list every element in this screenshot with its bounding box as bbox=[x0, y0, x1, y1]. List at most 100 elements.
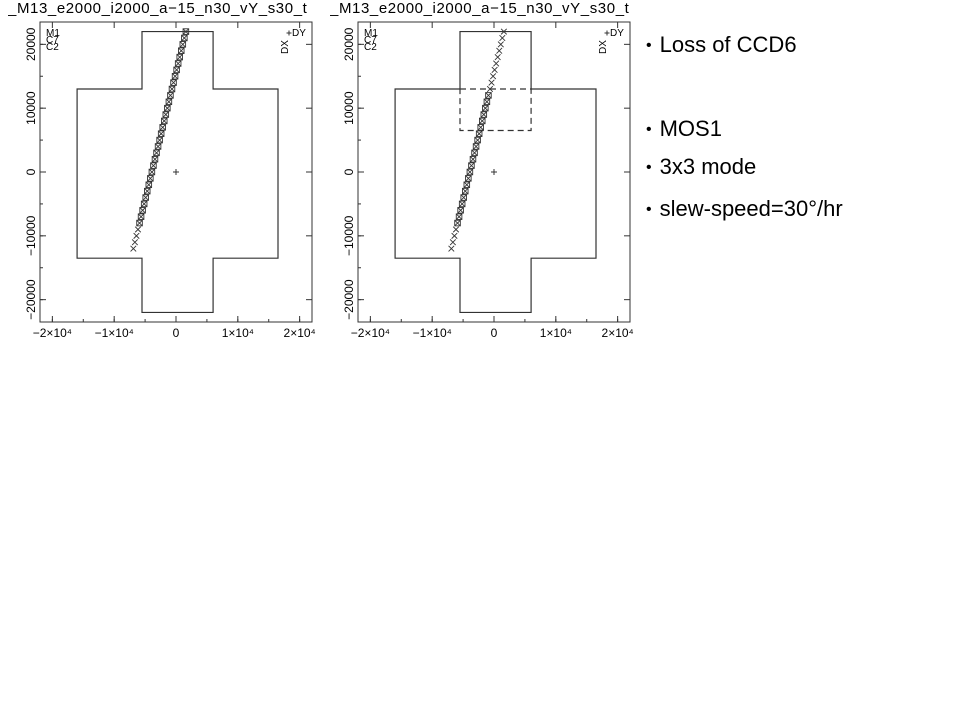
data-point-x bbox=[133, 232, 140, 239]
data-point-x bbox=[455, 213, 463, 220]
data-point-boxed-x bbox=[472, 143, 480, 150]
bullet-3x3-mode: • 3x3 mode bbox=[646, 152, 756, 183]
data-point-x bbox=[142, 194, 149, 201]
data-point-boxed-x bbox=[182, 28, 190, 35]
data-point-x bbox=[153, 149, 160, 156]
data-point-x bbox=[134, 226, 142, 233]
y-tick-label: −10000 bbox=[24, 215, 38, 256]
data-point-boxed-x bbox=[171, 73, 179, 80]
data-point-boxed-x bbox=[466, 168, 474, 176]
corner-label-c7: C7 bbox=[46, 35, 59, 46]
data-point-x bbox=[497, 41, 504, 48]
bullet-loss-of-ccd6: • Loss of CCD6 bbox=[646, 30, 797, 61]
data-point-boxed-x bbox=[475, 130, 483, 137]
data-point-boxed-x bbox=[137, 213, 145, 220]
data-point-x bbox=[139, 207, 146, 214]
data-point-boxed-x bbox=[145, 181, 153, 189]
data-point-x bbox=[181, 34, 188, 42]
data-point-x bbox=[494, 53, 501, 61]
corner-label-dy: DY bbox=[610, 28, 624, 39]
data-point-x bbox=[479, 117, 486, 125]
data-point-x bbox=[491, 66, 498, 73]
data-point-x bbox=[448, 245, 455, 252]
data-point-x bbox=[173, 66, 180, 73]
data-point-x bbox=[489, 73, 497, 80]
data-point-boxed-x bbox=[151, 155, 159, 163]
data-point-boxed-x bbox=[154, 143, 162, 150]
data-point-x bbox=[150, 162, 157, 169]
data-point-x bbox=[452, 226, 460, 233]
data-point-boxed-x bbox=[144, 187, 151, 195]
data-point-boxed-x bbox=[460, 194, 467, 201]
data-point-x bbox=[179, 41, 186, 48]
detector-outline bbox=[76, 30, 279, 314]
data-point-boxed-x bbox=[173, 66, 180, 74]
data-point-x bbox=[451, 232, 458, 239]
data-point-x bbox=[480, 111, 487, 118]
data-point-x bbox=[168, 85, 176, 93]
data-point-x bbox=[500, 28, 508, 35]
data-point-x bbox=[493, 60, 500, 67]
bullet-dot: • bbox=[646, 37, 652, 54]
x-tick-label: 1×10⁴ bbox=[222, 326, 254, 340]
data-point-x bbox=[156, 136, 163, 144]
data-point-boxed-x bbox=[455, 213, 463, 220]
data-point-x bbox=[483, 98, 491, 105]
bullet-text: 3x3 mode bbox=[659, 154, 757, 179]
data-point-x bbox=[165, 98, 173, 105]
data-point-boxed-x bbox=[165, 98, 173, 106]
data-point-boxed-x bbox=[463, 181, 471, 189]
data-point-boxed-x bbox=[179, 41, 187, 48]
data-point-x bbox=[457, 207, 464, 214]
bullet-text: MOS1 bbox=[659, 116, 722, 141]
data-point-boxed-x bbox=[147, 175, 154, 182]
data-point-boxed-x bbox=[181, 34, 188, 42]
data-point-x bbox=[151, 156, 159, 163]
dead-ccd6-outline bbox=[459, 88, 532, 132]
data-point-x bbox=[486, 85, 494, 93]
x-tick-label: 2×10⁴ bbox=[284, 326, 316, 340]
corner-label-c2: C2 bbox=[364, 42, 377, 53]
data-point-boxed-x bbox=[479, 117, 486, 125]
data-point-x bbox=[144, 188, 151, 195]
y-tick-label: 20000 bbox=[24, 27, 38, 61]
data-point-boxed-x bbox=[477, 124, 484, 131]
data-point-boxed-x bbox=[157, 130, 165, 137]
chart-left: −2×10⁴ −1×10⁴ 0 1×10⁴ 2×10⁴ −20000 −10000 0 1000… bbox=[24, 21, 316, 340]
y-tick-label: 20000 bbox=[342, 27, 356, 61]
data-point-x bbox=[158, 130, 165, 137]
data-point-x bbox=[485, 92, 492, 99]
data-point-x bbox=[176, 53, 183, 61]
chart-title-left: _M13_e2000_i2000_a−15_n30_vY_s30_t bbox=[8, 0, 308, 17]
data-point-x bbox=[137, 213, 145, 220]
data-point-x bbox=[182, 28, 190, 35]
data-point-boxed-x bbox=[471, 149, 478, 157]
data-point-boxed-x bbox=[159, 124, 166, 131]
data-point-boxed-x bbox=[150, 162, 157, 169]
data-point-x bbox=[178, 47, 185, 54]
y-tick-label: 10000 bbox=[24, 91, 38, 125]
data-point-x bbox=[171, 73, 179, 80]
data-point-x bbox=[170, 79, 177, 86]
data-point-boxed-x bbox=[469, 155, 477, 163]
data-point-x bbox=[496, 47, 503, 54]
data-point-boxed-x bbox=[474, 136, 481, 144]
bullet-text: Loss of CCD6 bbox=[659, 32, 797, 57]
x-tick-label: 0 bbox=[491, 326, 498, 340]
bullet-dot: • bbox=[646, 121, 652, 138]
data-point-x bbox=[147, 175, 154, 182]
data-point-x bbox=[162, 111, 169, 118]
data-point-x bbox=[471, 149, 478, 156]
data-point-x bbox=[136, 219, 143, 227]
data-point-x bbox=[465, 175, 472, 182]
data-point-boxed-x bbox=[176, 53, 183, 61]
data-point-x bbox=[488, 79, 495, 86]
data-point-x bbox=[460, 194, 467, 201]
data-point-x bbox=[463, 181, 470, 188]
x-tick-label: −2×10⁴ bbox=[33, 326, 72, 340]
data-point-boxed-x bbox=[457, 207, 464, 214]
data-point-boxed-x bbox=[178, 47, 185, 54]
corner-label-dy: DY bbox=[292, 28, 306, 39]
bullet-slew-speed: • slew-speed=30°/hr bbox=[646, 194, 843, 225]
data-point-boxed-x bbox=[156, 136, 163, 144]
